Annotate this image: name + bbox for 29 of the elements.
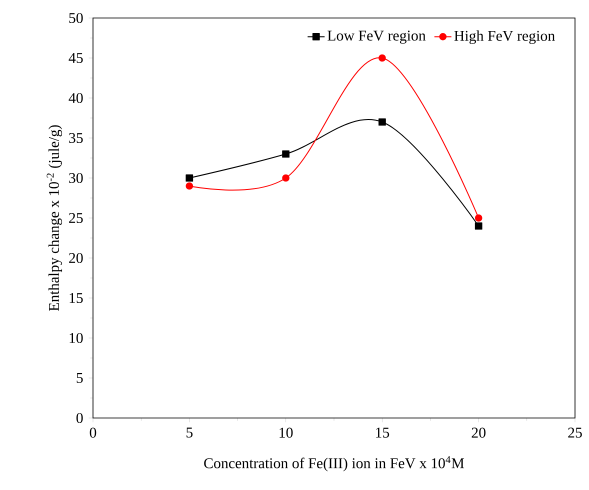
y-tick-label: 0 — [76, 412, 83, 424]
point — [474, 222, 482, 230]
y-tick-label: 5 — [76, 373, 83, 383]
y-tick-label: 10 — [70, 332, 83, 344]
y-tick-label: 15 — [70, 293, 83, 303]
x-tick-label: 10 — [280, 428, 293, 438]
y-tick-label: 20 — [69, 252, 83, 264]
y-tick-label: 25 — [69, 212, 83, 224]
x-tick-label: 25 — [568, 428, 582, 438]
point — [282, 150, 290, 158]
point — [186, 174, 194, 182]
y-axis-title: Enthalpy change x 10$^{-2}$ (jule/g) — [46, 125, 62, 311]
x-tick-label: 0 — [90, 428, 96, 438]
x-tick-label: 5 — [186, 428, 193, 438]
point — [282, 174, 290, 182]
x-axis-title: Concentration of Fe(III) ion in FeV x 10$^{4}$M — [204, 456, 464, 472]
y-tick-label: 45 — [68, 53, 83, 63]
x-tick-label: 15 — [376, 428, 390, 438]
y-tick-label: 50 — [69, 12, 83, 24]
y-tick-label: 35 — [69, 132, 83, 144]
x-tick-label: 20 — [472, 428, 486, 438]
point — [186, 182, 194, 190]
point — [378, 54, 386, 62]
y-tick-label: 40 — [68, 92, 83, 104]
point — [474, 214, 482, 222]
legend-label: High FeV region — [454, 30, 555, 44]
legend-label: Low FeV region — [328, 30, 426, 44]
point — [378, 118, 386, 126]
y-tick-label: 30 — [69, 172, 83, 184]
